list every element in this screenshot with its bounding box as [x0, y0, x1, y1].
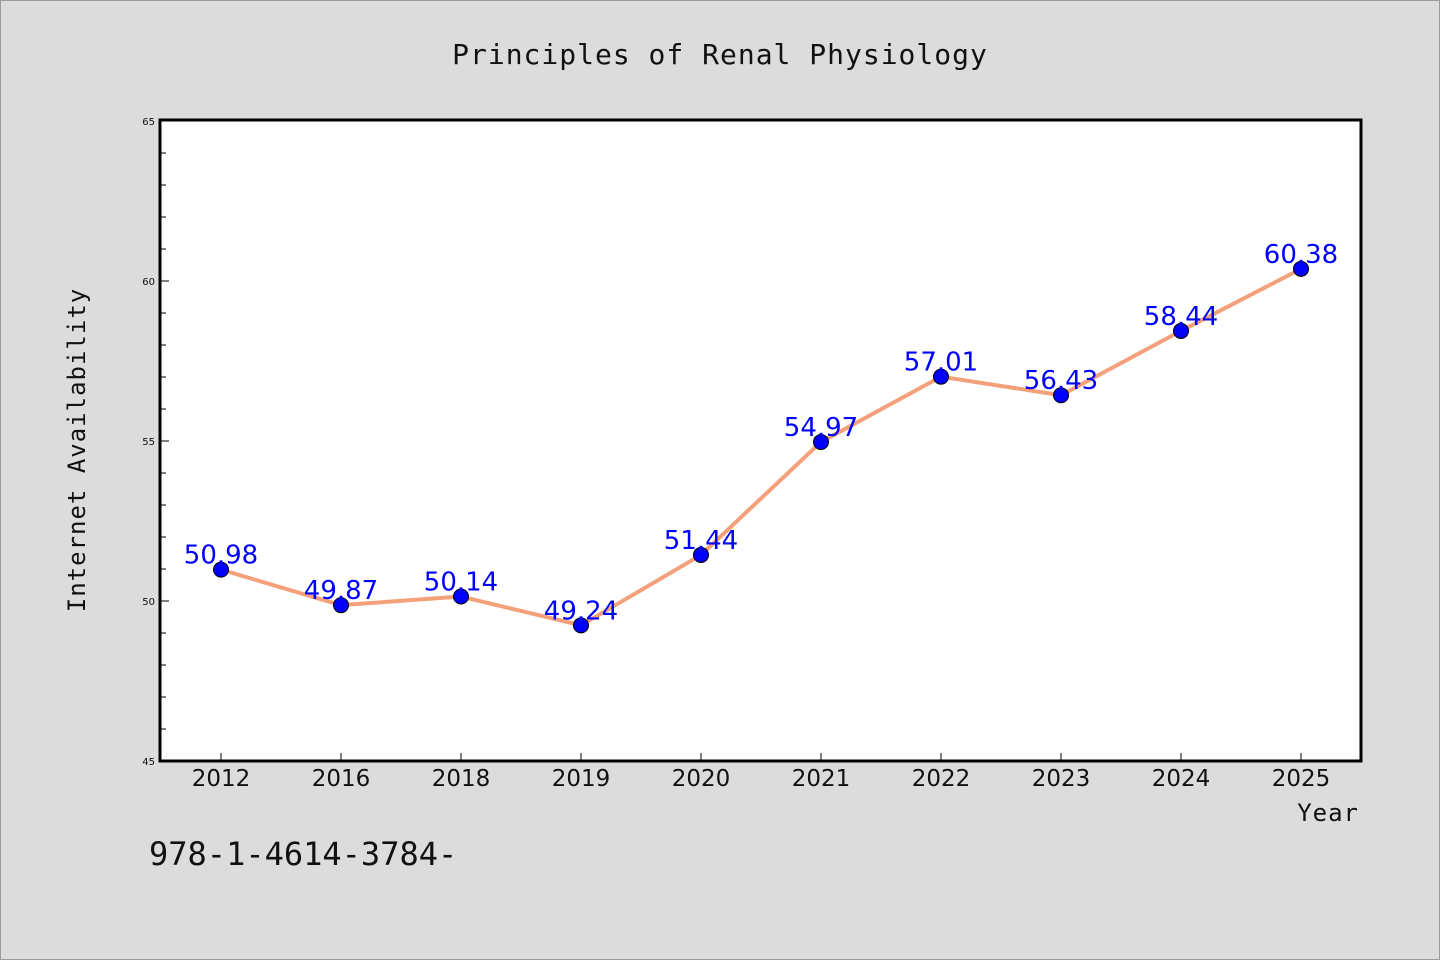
data-label: 57.01 — [904, 348, 978, 378]
x-tick-label: 2019 — [552, 766, 611, 792]
data-point-marker — [1173, 322, 1189, 339]
data-label: 58.44 — [1144, 302, 1218, 332]
chart-title: Principles of Renal Physiology — [452, 38, 988, 71]
footer-code: 978-1-4614-3784- — [149, 835, 457, 873]
x-tick-label: 2020 — [672, 766, 731, 792]
x-tick-label: 2021 — [792, 766, 851, 792]
data-label: 50.14 — [424, 568, 498, 598]
y-tick-label: 60 — [142, 277, 155, 288]
x-tick-label: 2016 — [312, 766, 371, 792]
data-label: 49.24 — [544, 596, 618, 626]
data-label: 54.97 — [784, 413, 858, 443]
x-tick-label: 2018 — [432, 766, 491, 792]
y-tick-label: 55 — [142, 437, 155, 448]
x-axis-label: Year — [1297, 799, 1359, 827]
y-tick-label: 65 — [142, 117, 155, 128]
series-line — [219, 266, 1303, 628]
data-point-marker — [333, 597, 349, 614]
x-tick-label: 2012 — [192, 766, 251, 792]
data-label: 60.38 — [1264, 240, 1338, 270]
x-tick-label: 2023 — [1032, 766, 1091, 792]
data-point-marker — [213, 561, 229, 578]
y-tick-label: 50 — [142, 597, 155, 608]
y-axis: 45 50 55 60 65 — [142, 117, 169, 768]
data-point-marker — [453, 588, 469, 605]
data-point-marker — [693, 546, 709, 563]
plot-area — [158, 118, 1363, 763]
data-label: 50.98 — [184, 541, 258, 571]
y-axis-label: Internet Availability — [63, 288, 91, 612]
x-axis: 2012 2016 2018 2019 2020 2021 2022 2023 2024 2025 — [192, 753, 1331, 792]
data-point-marker — [573, 617, 589, 634]
x-tick-label: 2024 — [1152, 766, 1211, 792]
x-tick-label: 2025 — [1272, 766, 1331, 792]
series-group: 50.98 49.87 50.14 49.24 51.44 54.97 57.01 56.43… — [184, 240, 1338, 634]
x-tick-label: 2022 — [912, 766, 971, 792]
data-point-marker — [933, 368, 949, 385]
data-point-marker — [1053, 387, 1069, 404]
data-label: 51.44 — [664, 526, 738, 556]
data-label: 56.43 — [1024, 366, 1098, 396]
data-point-marker — [813, 433, 829, 450]
data-point-marker — [1293, 260, 1309, 277]
y-tick-label: 45 — [142, 757, 155, 768]
data-label: 49.87 — [304, 576, 378, 606]
